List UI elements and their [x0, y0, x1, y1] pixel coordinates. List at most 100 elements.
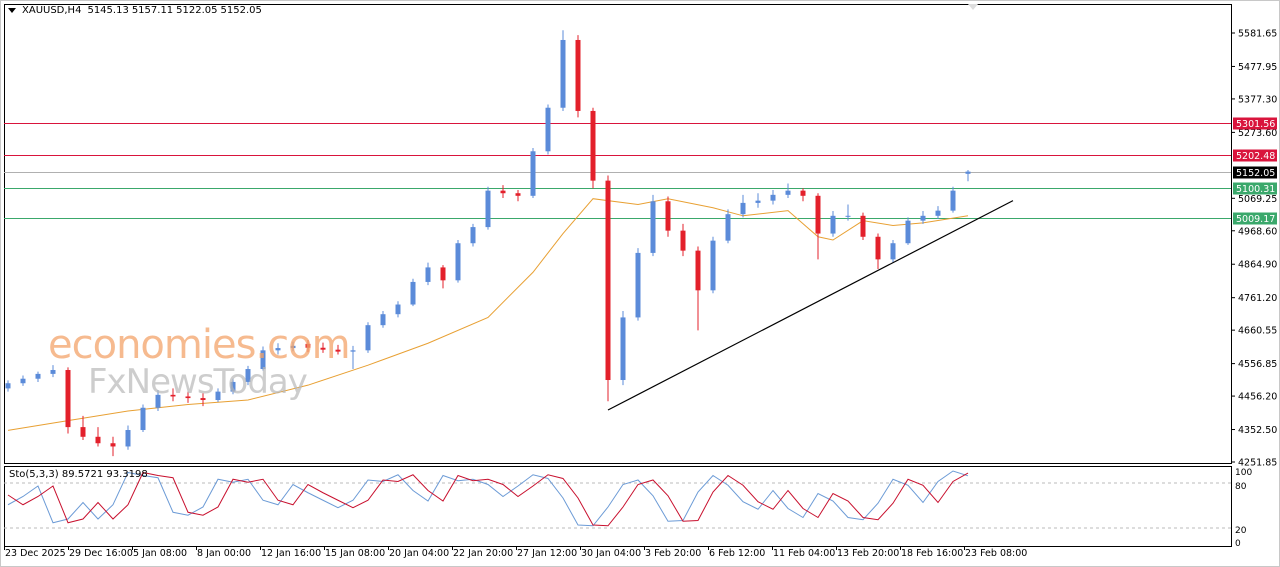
candle	[950, 186, 956, 213]
price-tick-label: 5377.30	[1238, 94, 1277, 105]
candle	[920, 210, 926, 224]
candle	[275, 343, 281, 355]
candle-body	[395, 304, 401, 315]
candle-body	[455, 243, 461, 281]
candle-body	[560, 39, 566, 108]
time-tick-label: 23 Feb 08:00	[963, 546, 1028, 559]
candle	[695, 246, 701, 331]
candle	[575, 35, 581, 118]
candle	[20, 375, 26, 386]
candle-body	[950, 190, 956, 211]
time-tick-label: 22 Jan 20:00	[451, 546, 514, 559]
watermark-text: economies.com	[48, 322, 351, 368]
candle-body	[800, 190, 806, 196]
candle-body	[470, 227, 476, 244]
candle-body	[740, 202, 746, 215]
candle	[425, 262, 431, 286]
candle-body	[125, 430, 131, 447]
level-label-box	[1233, 117, 1277, 130]
candle-body	[935, 210, 941, 216]
candle-body	[425, 267, 431, 282]
candle	[725, 209, 731, 244]
candle	[440, 265, 446, 289]
level-label-box	[1233, 149, 1277, 162]
main-panel-frame	[4, 4, 1232, 464]
candle-body	[290, 345, 296, 349]
candle-body	[440, 267, 446, 281]
candle	[65, 367, 71, 434]
candle-body	[920, 215, 926, 221]
candle	[815, 193, 821, 260]
level-label-box	[1233, 182, 1277, 195]
stoch-signal-value: 93.3198	[106, 469, 148, 480]
candle-body	[110, 443, 116, 447]
trendline	[607, 200, 1014, 411]
level-label-box	[1233, 212, 1277, 225]
candle-body	[230, 381, 236, 392]
candle	[590, 107, 596, 189]
candle	[110, 436, 116, 457]
candle	[125, 425, 131, 450]
watermark-fxnewstoday-logo: FxNewsToday	[88, 362, 308, 402]
moving-average-line	[7, 198, 969, 431]
level-label-box	[1233, 166, 1277, 179]
candle-body	[695, 250, 701, 291]
candle-body	[335, 349, 341, 352]
candle-body	[680, 230, 686, 251]
time-tick-label: 23 Dec 2025	[4, 546, 66, 559]
candle	[290, 341, 296, 352]
candle	[785, 183, 791, 199]
dropdown-triangle-icon[interactable]	[8, 8, 16, 13]
price-tick-label: 5477.95	[1238, 62, 1277, 73]
candle	[530, 148, 536, 199]
candle-body	[515, 193, 521, 196]
candle	[155, 390, 161, 411]
symbol-label: XAUUSD,H4	[22, 5, 82, 16]
candle-body	[215, 391, 221, 401]
candle-body	[545, 107, 551, 152]
candle	[770, 189, 776, 205]
level-label: 5009.17	[1236, 214, 1275, 225]
stochastic-label: Sto(5,3,3) 89.5721 93.3198	[9, 469, 148, 480]
time-tick-label: 11 Feb 04:00	[771, 546, 836, 559]
scroll-marker-icon	[968, 4, 978, 10]
candle-body	[80, 427, 86, 437]
candle-body	[95, 436, 101, 444]
candle	[5, 380, 11, 392]
candle	[470, 223, 476, 247]
time-tick-label: 29 Dec 16:00	[68, 546, 133, 559]
price-tick-label: 4660.55	[1238, 326, 1277, 337]
candle	[200, 393, 206, 407]
candle-body	[485, 190, 491, 228]
time-tick-label: 6 Feb 12:00	[707, 546, 766, 559]
candle	[605, 175, 611, 402]
candle-body	[305, 343, 311, 348]
price-tick-label: 5273.60	[1238, 128, 1277, 139]
candle-body	[965, 171, 971, 174]
time-tick-label: 30 Jan 04:00	[579, 546, 642, 559]
candle-body	[50, 370, 56, 374]
candle-body	[410, 281, 416, 305]
candle	[260, 346, 266, 371]
candle-body	[155, 394, 161, 408]
candle-body	[20, 378, 26, 384]
candle	[905, 217, 911, 245]
candle-body	[365, 325, 371, 351]
candle	[380, 310, 386, 328]
candle	[500, 185, 506, 199]
candle-body	[350, 350, 356, 352]
candle	[365, 322, 371, 353]
candle-body	[710, 240, 716, 291]
candle-body	[530, 151, 536, 196]
stoch-tick-label: 0	[1235, 539, 1241, 549]
price-tick-label: 4352.50	[1238, 425, 1277, 436]
time-tick-label: 27 Jan 12:00	[515, 546, 578, 559]
candle	[350, 345, 356, 370]
candle	[665, 196, 671, 237]
candle-body	[650, 201, 656, 253]
level-label: 5301.56	[1236, 119, 1275, 130]
candle-body	[815, 195, 821, 234]
candle-body	[785, 190, 791, 195]
level-label: 5202.48	[1236, 151, 1275, 162]
